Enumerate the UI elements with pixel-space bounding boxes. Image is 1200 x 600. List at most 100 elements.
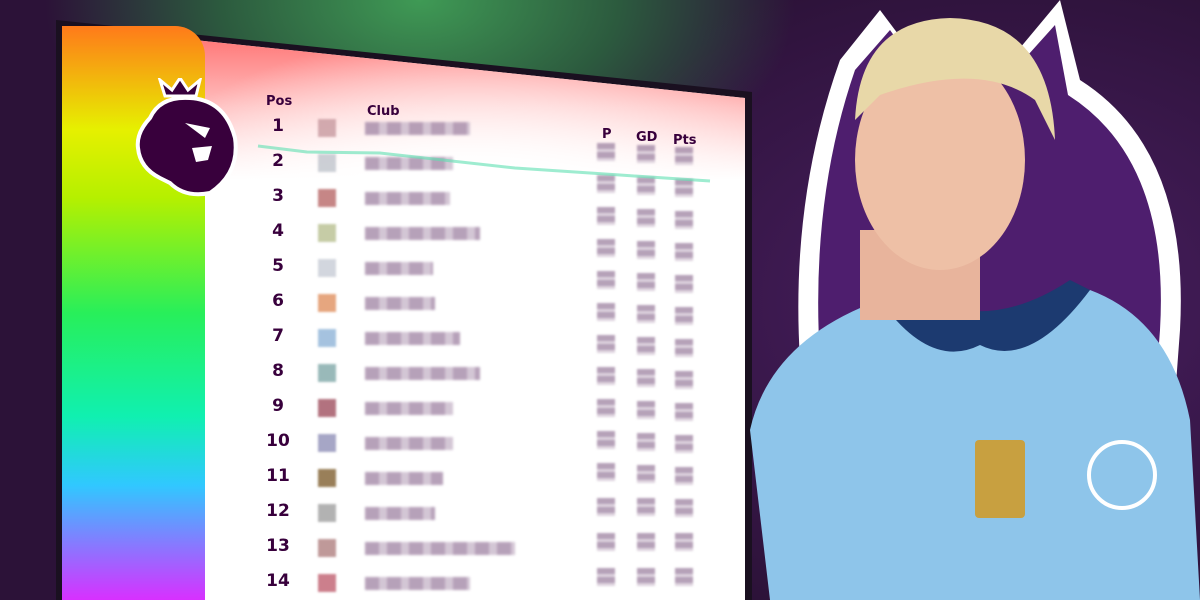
gd-blurred <box>637 369 655 387</box>
club-crest <box>318 574 336 592</box>
table-row: 11 <box>255 463 735 493</box>
played-blurred <box>597 207 615 225</box>
club-name-blurred <box>365 577 470 590</box>
club-crest <box>318 119 336 137</box>
played-blurred <box>597 271 615 289</box>
position: 2 <box>272 151 284 171</box>
table-row: 14 <box>255 568 735 598</box>
played-blurred <box>597 303 615 321</box>
gd-blurred <box>637 401 655 419</box>
gd-blurred <box>637 433 655 451</box>
header-gd: GD <box>636 130 658 145</box>
club-crest <box>318 329 336 347</box>
city-badge <box>1087 440 1157 510</box>
club-crest <box>318 364 336 382</box>
played-blurred <box>597 568 615 586</box>
header-pts: Pts <box>673 133 697 148</box>
played-blurred <box>597 175 615 193</box>
table-row: 10 <box>255 428 735 458</box>
club-crest <box>318 294 336 312</box>
club-name-blurred <box>365 262 433 275</box>
table-row: 9 <box>255 393 735 423</box>
pts-blurred <box>675 307 693 325</box>
table-row: 4 <box>255 218 735 261</box>
table-row: 5 <box>255 253 735 293</box>
fifa-badge <box>975 440 1025 518</box>
club-crest <box>318 469 336 487</box>
position: 11 <box>266 466 290 486</box>
gd-blurred <box>637 465 655 483</box>
club-crest <box>318 399 336 417</box>
club-name-blurred <box>365 542 515 555</box>
head <box>855 50 1025 270</box>
club-crest <box>318 434 336 452</box>
club-name-blurred <box>365 367 480 380</box>
table-row: 7 <box>255 323 735 357</box>
pts-blurred <box>675 275 693 293</box>
pts-blurred <box>675 467 693 485</box>
gd-blurred <box>637 145 655 163</box>
played-blurred <box>597 431 615 449</box>
position: 4 <box>272 221 284 241</box>
table-row: 3 <box>255 183 735 229</box>
pts-blurred <box>675 211 693 229</box>
position: 5 <box>272 256 284 276</box>
pts-blurred <box>675 435 693 453</box>
player-photo <box>750 0 1200 600</box>
club-crest <box>318 539 336 557</box>
club-name-blurred <box>365 472 443 485</box>
gd-blurred <box>637 568 655 586</box>
table-row: 2 <box>255 148 735 197</box>
pts-blurred <box>675 371 693 389</box>
pts-blurred <box>675 499 693 517</box>
club-name-blurred <box>365 157 453 170</box>
gd-blurred <box>637 241 655 259</box>
table-row: 12 <box>255 498 735 528</box>
table-row: 13 <box>255 533 735 563</box>
pts-blurred <box>675 339 693 357</box>
position: 6 <box>272 291 284 311</box>
table-row: 6 <box>255 288 735 325</box>
position: 14 <box>266 571 290 591</box>
club-name-blurred <box>365 122 470 135</box>
header-pos: Pos <box>266 94 293 109</box>
position: 10 <box>266 431 290 451</box>
played-blurred <box>597 239 615 257</box>
gd-blurred <box>637 533 655 551</box>
club-crest <box>318 224 336 242</box>
played-blurred <box>597 335 615 353</box>
pts-blurred <box>675 147 693 165</box>
club-name-blurred <box>365 332 460 345</box>
position: 1 <box>272 116 284 136</box>
pts-blurred <box>675 403 693 421</box>
club-name-blurred <box>365 297 435 310</box>
pts-blurred <box>675 179 693 197</box>
table-row: 8 <box>255 358 735 389</box>
club-name-blurred <box>365 192 450 205</box>
club-name-blurred <box>365 227 480 240</box>
position: 13 <box>266 536 290 556</box>
club-crest <box>318 154 336 172</box>
table-row: 1 <box>255 113 735 165</box>
club-crest <box>318 259 336 277</box>
position: 7 <box>272 326 284 346</box>
played-blurred <box>597 463 615 481</box>
position: 3 <box>272 186 284 206</box>
gd-blurred <box>637 337 655 355</box>
club-name-blurred <box>365 402 453 415</box>
gd-blurred <box>637 209 655 227</box>
club-name-blurred <box>365 507 435 520</box>
pts-blurred <box>675 243 693 261</box>
played-blurred <box>597 533 615 551</box>
premier-league-lion-logo <box>135 78 238 197</box>
position: 9 <box>272 396 284 416</box>
gd-blurred <box>637 273 655 291</box>
hair <box>855 18 1055 140</box>
gd-blurred <box>637 305 655 323</box>
position: 12 <box>266 501 290 521</box>
played-blurred <box>597 399 615 417</box>
header-club: Club <box>367 104 400 119</box>
club-crest <box>318 189 336 207</box>
played-blurred <box>597 498 615 516</box>
